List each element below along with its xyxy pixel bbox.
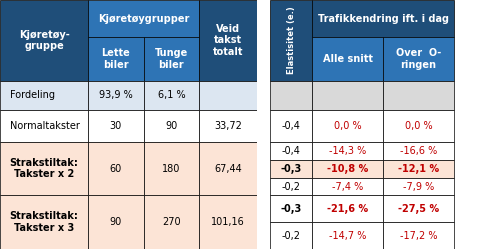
Text: 67,44: 67,44 <box>214 164 242 174</box>
Text: -27,5 %: -27,5 % <box>398 204 439 214</box>
Bar <box>88 110 144 142</box>
Bar <box>312 178 383 195</box>
Text: 0,0 %: 0,0 % <box>405 121 432 131</box>
Bar <box>312 0 454 37</box>
Bar <box>270 110 312 142</box>
Text: Trafikkendring ift. i dag: Trafikkendring ift. i dag <box>318 14 449 24</box>
Bar <box>383 142 454 160</box>
Text: -0,3: -0,3 <box>280 164 302 174</box>
Text: Kjøretøy-
gruppe: Kjøretøy- gruppe <box>19 30 70 51</box>
Bar <box>144 37 199 81</box>
Bar <box>312 160 383 178</box>
Bar <box>0 0 88 81</box>
Text: 93,9 %: 93,9 % <box>99 90 133 100</box>
Bar <box>383 195 454 222</box>
Text: -14,3 %: -14,3 % <box>329 146 366 156</box>
Bar <box>270 81 312 110</box>
Bar <box>312 81 383 110</box>
Bar <box>383 37 454 81</box>
Text: 6,1 %: 6,1 % <box>158 90 185 100</box>
Text: 60: 60 <box>110 164 122 174</box>
Bar <box>88 37 144 81</box>
Bar <box>383 81 454 110</box>
Bar <box>312 222 383 249</box>
Bar <box>144 81 199 110</box>
Bar <box>270 0 312 81</box>
Text: -7,9 %: -7,9 % <box>403 182 434 191</box>
Text: -0,3: -0,3 <box>280 204 302 214</box>
Text: -0,2: -0,2 <box>282 182 300 191</box>
Text: 30: 30 <box>110 121 122 131</box>
Text: -14,7 %: -14,7 % <box>329 231 366 241</box>
Bar <box>199 81 257 110</box>
Bar <box>199 0 257 81</box>
Text: -10,8 %: -10,8 % <box>327 164 368 174</box>
Bar <box>383 178 454 195</box>
Text: -16,6 %: -16,6 % <box>400 146 437 156</box>
Bar <box>0 81 88 110</box>
Text: Tunge
biler: Tunge biler <box>155 48 188 70</box>
Bar <box>312 37 383 81</box>
Bar <box>270 160 312 178</box>
Bar <box>270 142 312 160</box>
Text: Fordeling: Fordeling <box>10 90 55 100</box>
Text: 270: 270 <box>162 217 180 227</box>
Text: 0,0 %: 0,0 % <box>334 121 361 131</box>
Bar <box>144 142 199 195</box>
Text: 90: 90 <box>165 121 177 131</box>
Bar <box>88 0 199 37</box>
Text: -12,1 %: -12,1 % <box>398 164 439 174</box>
Bar <box>312 142 383 160</box>
Bar <box>88 195 144 249</box>
Text: -21,6 %: -21,6 % <box>327 204 368 214</box>
Bar <box>199 142 257 195</box>
Bar <box>383 110 454 142</box>
Text: Normaltakster: Normaltakster <box>10 121 80 131</box>
Bar <box>312 195 383 222</box>
Text: -17,2 %: -17,2 % <box>400 231 437 241</box>
Text: -0,4: -0,4 <box>282 146 300 156</box>
Text: Strakstiltak:
Takster x 2: Strakstiltak: Takster x 2 <box>10 158 79 180</box>
Bar <box>199 110 257 142</box>
Bar <box>270 222 312 249</box>
Bar <box>0 195 88 249</box>
Bar <box>383 160 454 178</box>
Bar <box>144 195 199 249</box>
Bar <box>257 0 270 249</box>
Bar <box>312 110 383 142</box>
Bar <box>88 81 144 110</box>
Bar <box>0 142 88 195</box>
Bar <box>0 110 88 142</box>
Bar <box>383 222 454 249</box>
Text: 180: 180 <box>162 164 180 174</box>
Bar <box>199 195 257 249</box>
Bar <box>88 142 144 195</box>
Bar <box>144 110 199 142</box>
Text: 90: 90 <box>110 217 122 227</box>
Text: Over  O-
ringen: Over O- ringen <box>396 48 441 70</box>
Bar <box>270 195 312 222</box>
Text: Strakstiltak:
Takster x 3: Strakstiltak: Takster x 3 <box>10 211 79 233</box>
Text: -7,4 %: -7,4 % <box>332 182 363 191</box>
Text: Lette
biler: Lette biler <box>101 48 131 70</box>
Text: Alle snitt: Alle snitt <box>323 54 373 64</box>
Bar <box>270 178 312 195</box>
Text: 101,16: 101,16 <box>211 217 245 227</box>
Text: -0,2: -0,2 <box>282 231 300 241</box>
Text: -0,4: -0,4 <box>282 121 300 131</box>
Text: 33,72: 33,72 <box>214 121 242 131</box>
Text: Elastisitet (e.): Elastisitet (e.) <box>287 6 295 74</box>
Text: Kjøretøygrupper: Kjøretøygrupper <box>98 14 190 24</box>
Text: Veid
takst
totalt: Veid takst totalt <box>213 24 243 57</box>
